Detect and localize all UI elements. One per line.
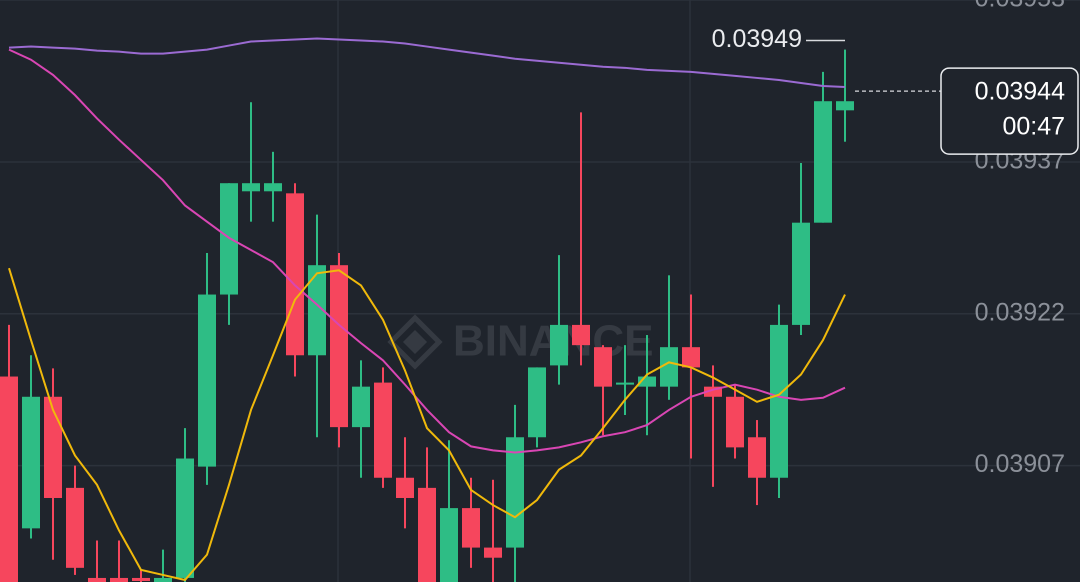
- candle-body: [264, 183, 282, 192]
- annotations: 0.03949 0.03944 00:47: [712, 25, 1079, 155]
- candle-body: [198, 294, 216, 467]
- candle-body: [418, 487, 436, 582]
- candle-body: [594, 347, 612, 387]
- candle-body: [528, 367, 546, 438]
- ma-line: [8, 267, 846, 582]
- last-price-label: 0.03944: [975, 78, 1065, 106]
- candle-body: [814, 101, 832, 223]
- candle-body: [242, 183, 260, 192]
- y-tick-label: 0.03907: [975, 450, 1065, 478]
- candle-body: [154, 577, 172, 582]
- candle-body: [484, 547, 502, 558]
- candle-body: [110, 577, 128, 582]
- candle-body: [572, 324, 590, 346]
- candle-body: [638, 376, 656, 387]
- candles: [0, 49, 854, 582]
- candle-body: [374, 382, 392, 478]
- candle-body: [286, 193, 304, 356]
- watermark-logo: [387, 314, 443, 370]
- candle-body: [616, 382, 634, 385]
- candle-body: [132, 577, 150, 581]
- candle-body: [770, 324, 788, 478]
- candle-body: [44, 396, 62, 498]
- candle-body: [176, 458, 194, 578]
- candle-body: [836, 101, 854, 111]
- candle-body: [682, 347, 700, 368]
- candle-body: [704, 386, 722, 397]
- y-tick-label: 0.03922: [975, 298, 1065, 326]
- candle-body: [22, 396, 40, 529]
- candle-body: [88, 577, 106, 582]
- candle-body: [0, 376, 18, 582]
- high-marker-label: 0.03949: [712, 25, 802, 53]
- countdown-label: 00:47: [1002, 113, 1065, 141]
- candle-body: [748, 437, 766, 478]
- candle-body: [352, 386, 370, 428]
- candle-body: [396, 477, 414, 498]
- moving-averages: [8, 37, 846, 582]
- candle-body: [440, 508, 458, 582]
- ma-line: [8, 48, 846, 454]
- candle-body: [462, 508, 480, 548]
- last-price-box: [940, 67, 1079, 155]
- candle-body: [308, 265, 326, 356]
- ma-line: [8, 37, 846, 89]
- candle-body: [726, 396, 744, 448]
- candle-body: [792, 222, 810, 325]
- candle-body: [550, 324, 568, 366]
- y-tick-label: 0.03953: [975, 0, 1065, 13]
- candle-body: [330, 265, 348, 428]
- candle-body: [66, 487, 84, 568]
- candle-body: [506, 437, 524, 548]
- candle-body: [660, 347, 678, 387]
